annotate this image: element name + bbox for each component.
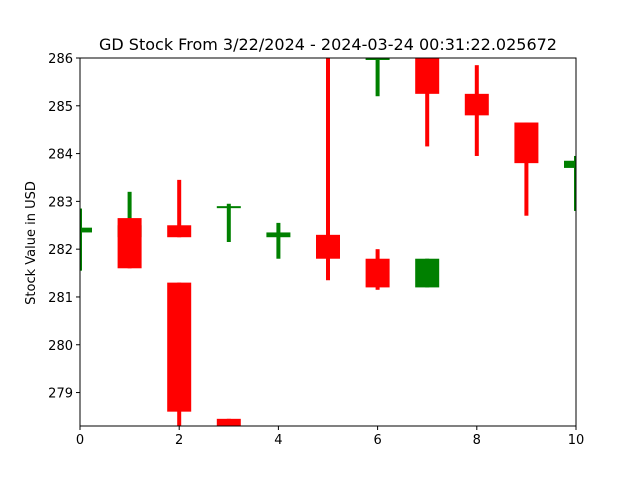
x-tick-label-1: 2 — [175, 433, 183, 448]
candle-wick-8 — [326, 58, 330, 281]
candles-group — [80, 58, 576, 426]
y-tick-label-3: 282 — [48, 243, 73, 258]
x-tick-label-4: 8 — [473, 433, 481, 448]
candle-wick-15 — [574, 155, 576, 211]
candle-body-6 — [216, 418, 241, 426]
y-tick-label-0: 279 — [48, 387, 73, 402]
y-axis-label: Stock Value in USD — [24, 181, 39, 305]
x-tick-label-0: 0 — [76, 433, 84, 448]
candle-body-8 — [316, 234, 340, 259]
chart-title: GD Stock From 3/22/2024 - 2024-03-24 00:… — [99, 35, 557, 54]
candle-wick-1 — [127, 191, 132, 238]
y-tick-label-6: 285 — [48, 100, 73, 115]
y-tick-label-7: 286 — [48, 52, 73, 67]
x-tick-label-5: 10 — [568, 433, 585, 448]
y-tick-label-5: 284 — [48, 148, 73, 163]
candle-body-4 — [167, 282, 192, 412]
x-tick-label-2: 4 — [274, 433, 282, 448]
candle-wick-7 — [276, 222, 281, 259]
candle-body-0 — [80, 227, 92, 233]
candle-wick-3 — [177, 179, 182, 238]
candle-body-15 — [564, 160, 576, 168]
x-tick-label-3: 6 — [373, 433, 381, 448]
y-tick-label-1: 280 — [48, 339, 73, 354]
candle-wick-14 — [524, 122, 529, 216]
y-tick-label-4: 283 — [48, 195, 73, 210]
candle-body-12 — [415, 258, 440, 288]
candle-wick-11 — [425, 58, 430, 147]
candle-body-14 — [514, 122, 539, 164]
candle-body-7 — [266, 232, 291, 238]
candle-body-10 — [365, 258, 390, 288]
plot-frame — [79, 57, 577, 427]
candle-wick-9 — [375, 58, 380, 97]
plot-area: 0 2 4 6 8 10 279 280 281 282 283 284 285 286 — [48, 52, 585, 448]
candle-wick-0 — [80, 208, 82, 271]
candle-body-11 — [415, 58, 440, 94]
candle-body-5 — [216, 206, 241, 209]
y-tick-label-2: 281 — [48, 291, 73, 306]
candle-body-2 — [117, 218, 142, 269]
candle-body-9 — [365, 58, 390, 60]
candle-body-13 — [464, 93, 489, 116]
candle-body-3 — [167, 225, 192, 238]
candle-wick-5 — [226, 203, 231, 242]
